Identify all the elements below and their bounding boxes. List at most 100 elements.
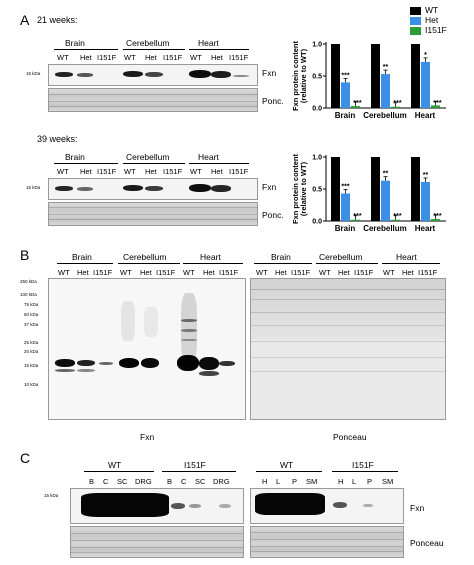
chart-bar-wt-brain (331, 44, 340, 108)
b-marker-10: 10 kDa (24, 382, 39, 387)
panel-c-letter: C (20, 450, 31, 466)
chart-bar-wt-heart (411, 44, 420, 108)
a2-band (211, 185, 231, 192)
b-left-lane-wt-3: WT (183, 268, 195, 277)
chart-bar-wt-cerebellum (371, 157, 380, 221)
chart-bar-het-brain (341, 193, 350, 221)
chart-significance: ** (383, 64, 389, 71)
chart-category-brain: Brain (335, 111, 356, 120)
b-left-cerebellum-underline (118, 263, 180, 264)
b-right-lane-wt-2: WT (319, 268, 331, 277)
chart-bar-i151f-heart (431, 219, 440, 221)
a2-band (123, 185, 143, 191)
b-marker-15: 15 kDa (24, 363, 39, 368)
b-band (181, 339, 197, 341)
c-lane-c-2: C (181, 477, 187, 486)
chart-bar-wt-heart (411, 157, 420, 221)
b-marker-100: 100 kDa (20, 292, 37, 297)
a2-cerebellum-underline (123, 163, 185, 164)
chart-significance: *** (341, 183, 349, 190)
a2-lane-i151f-1: I151F (97, 167, 117, 176)
b-right-lane-het-3: Het (402, 268, 414, 277)
legend-label-wt: WT (425, 5, 439, 15)
a1-lane-i151f-2: I151F (163, 53, 183, 62)
c-band (333, 502, 347, 508)
c-kda-marker: 15 kDa (44, 493, 59, 498)
b-right-lane-i151f-3: I151F (418, 268, 438, 277)
c-band (363, 504, 373, 507)
panel-b-letter: B (20, 247, 30, 263)
chart-ylabel-line2: (relative to WT) (299, 48, 308, 103)
b-band (199, 371, 219, 376)
b-ponceau-stripe (251, 341, 445, 342)
chart-bar-i151f-cerebellum (391, 106, 400, 108)
a2-fxn-label: Fxn (262, 182, 277, 192)
b-left-tissue-brain: Brain (72, 252, 92, 262)
b-right-lane-het-1: Het (275, 268, 287, 277)
chart-significance: *** (433, 100, 441, 107)
a1-band (189, 70, 211, 78)
b-marker-75: 75 kDa (24, 302, 39, 307)
b-ponceau-full-blot (250, 278, 446, 420)
a2-band (77, 187, 93, 191)
a1-band (145, 72, 163, 77)
b-smear (121, 301, 135, 341)
a2-brain-underline (54, 163, 118, 164)
a1-ponceau-blot (48, 88, 258, 112)
a2-lane-wt-1: WT (57, 167, 69, 176)
b-left-lane-wt-1: WT (58, 268, 70, 277)
a1-lane-het-1: Het (80, 53, 92, 62)
a1-tissue-heart: Heart (198, 38, 219, 48)
c-group-i151f-left: I151F (184, 460, 206, 470)
legend-item-wt: WT (410, 5, 447, 15)
a1-brain-underline (54, 49, 118, 50)
a2-lane-i151f-3: I151F (229, 167, 249, 176)
b-right-lane-het-2: Het (338, 268, 350, 277)
b-ponceau-gradient (251, 279, 445, 339)
a1-kda-marker: 15 kDa (26, 71, 41, 76)
b-ponceau-stripe (251, 312, 445, 313)
b-left-lane-i151f-3: I151F (219, 268, 239, 277)
chart-significance: ** (423, 172, 429, 179)
legend-swatch-het (410, 16, 421, 25)
b-ponceau-stripe (251, 371, 445, 372)
a1-lane-het-3: Het (211, 53, 223, 62)
b-right-tissue-heart: Heart (396, 252, 417, 262)
chart-ylabel-line2: (relative to WT) (299, 161, 308, 216)
a2-band (55, 186, 73, 191)
a1-tissue-cerebellum: Cerebellum (126, 38, 170, 48)
c-group-i151f-left-underline (162, 471, 236, 472)
c-lane-b-2: B (167, 477, 173, 486)
a2-ponceau-blot (48, 202, 258, 226)
a2-heart-underline (189, 163, 249, 164)
a2-lane-wt-3: WT (190, 167, 202, 176)
chart-y-tick-label: 0.0 (312, 219, 322, 226)
c-lane-sm-2: SM (382, 477, 394, 486)
b-ponceau-stripe (251, 325, 445, 326)
chart-y-tick-label: 0.5 (312, 187, 322, 194)
b-marker-250: 250 kDa (20, 279, 37, 284)
b-marker-37: 37 kDa (24, 322, 39, 327)
c-band (171, 503, 185, 509)
a1-band (77, 73, 93, 77)
b-band (55, 359, 75, 367)
c-fxn-blot-left (70, 488, 244, 524)
a2-lane-het-3: Het (211, 167, 223, 176)
c-lane-sm-1: SM (306, 477, 318, 486)
b-smear (144, 307, 158, 337)
b-right-heart-underline (382, 263, 440, 264)
chart-significance: *** (353, 100, 361, 107)
c-lane-sc-2: SC (195, 477, 206, 486)
a2-band (189, 184, 211, 192)
a2-tissue-brain: Brain (65, 152, 85, 162)
c-lane-sc-1: SC (117, 477, 128, 486)
chart-bar-het-brain (341, 82, 350, 108)
b-marker-50: 50 kDa (24, 312, 39, 317)
a2-lane-i151f-2: I151F (163, 167, 183, 176)
a1-tissue-brain: Brain (65, 38, 85, 48)
b-left-lane-wt-2: WT (120, 268, 132, 277)
legend-label-i151f: I151F (425, 25, 447, 35)
b-fxn-caption: Fxn (140, 432, 155, 442)
c-lane-h-1: H (262, 477, 268, 486)
legend-swatch-wt (410, 6, 421, 15)
